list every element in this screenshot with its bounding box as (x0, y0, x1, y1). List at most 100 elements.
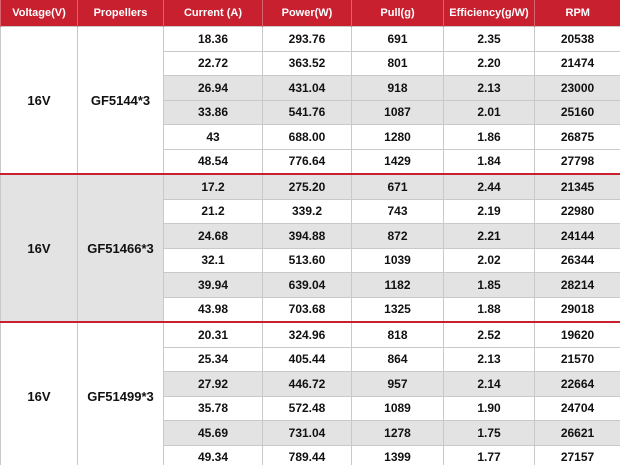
value-cell: 17.2 (163, 173, 263, 200)
value-cell: 2.19 (443, 198, 535, 224)
value-cell: 2.21 (443, 223, 535, 249)
value-cell: 394.88 (262, 223, 352, 249)
value-cell: 789.44 (262, 444, 352, 465)
voltage-cell: 16V (0, 321, 78, 465)
propeller-cell: GF51466*3 (77, 173, 164, 323)
value-cell: 26875 (534, 124, 620, 150)
value-cell: 2.01 (443, 99, 535, 125)
value-cell: 39.94 (163, 272, 263, 298)
value-cell: 26344 (534, 247, 620, 273)
data-row: 26.94 431.04 918 2.13 23000 (1, 75, 620, 101)
voltage-cell: 16V (0, 26, 78, 175)
propeller-cell: GF51499*3 (77, 321, 164, 465)
value-cell: 26621 (534, 420, 620, 446)
value-cell: 691 (351, 26, 444, 52)
value-cell: 24.68 (163, 223, 263, 249)
value-cell: 22980 (534, 198, 620, 224)
value-cell: 1039 (351, 247, 444, 273)
data-row: 16V GF51499*3 20.31 324.96 818 2.52 19620 (0, 321, 620, 465)
value-cell: 293.76 (262, 26, 352, 52)
value-cell: 25160 (534, 99, 620, 125)
value-cell: 1.88 (443, 296, 535, 323)
value-cell: 20.31 (163, 321, 263, 348)
header-row: Voltage(V) Propellers Current (A) Power(W) P… (0, 0, 620, 27)
value-cell: 35.78 (163, 395, 263, 421)
value-cell: 32.1 (163, 247, 263, 273)
value-cell: 1.86 (443, 124, 535, 150)
value-cell: 43.98 (163, 296, 263, 323)
value-cell: 2.14 (443, 371, 535, 397)
value-cell: 2.44 (443, 173, 535, 200)
value-cell: 1280 (351, 124, 444, 150)
data-row: 27.92 446.72 957 2.14 22664 (1, 371, 620, 397)
data-row: 33.86 541.76 1087 2.01 25160 (1, 99, 620, 125)
value-cell: 275.20 (262, 173, 352, 200)
value-cell: 33.86 (163, 99, 263, 125)
value-cell: 18.36 (163, 26, 263, 52)
value-cell: 21.2 (163, 198, 263, 224)
value-cell: 639.04 (262, 272, 352, 298)
value-cell: 864 (351, 346, 444, 372)
value-cell: 22.72 (163, 50, 263, 76)
value-cell: 1429 (351, 148, 444, 175)
value-cell: 572.48 (262, 395, 352, 421)
value-cell: 1.84 (443, 148, 535, 175)
data-row: 48.54 776.64 1429 1.84 27798 (1, 148, 620, 175)
data-row: 24.68 394.88 872 2.21 24144 (1, 223, 620, 249)
data-row: 43.98 703.68 1325 1.88 29018 (1, 296, 620, 323)
value-cell: 1089 (351, 395, 444, 421)
value-cell: 688.00 (262, 124, 352, 150)
value-cell: 2.13 (443, 75, 535, 101)
value-cell: 1.90 (443, 395, 535, 421)
value-cell: 23000 (534, 75, 620, 101)
column-header: Current (A) (163, 0, 263, 27)
value-cell: 1182 (351, 272, 444, 298)
value-cell: 818 (351, 321, 444, 348)
value-cell: 872 (351, 223, 444, 249)
value-cell: 1087 (351, 99, 444, 125)
data-row: 25.34 405.44 864 2.13 21570 (1, 346, 620, 372)
value-cell: 25.34 (163, 346, 263, 372)
value-cell: 731.04 (262, 420, 352, 446)
value-cell: 405.44 (262, 346, 352, 372)
column-header: Propellers (77, 0, 164, 27)
data-row: 22.72 363.52 801 2.20 21474 (1, 50, 620, 76)
value-cell: 27.92 (163, 371, 263, 397)
value-cell: 431.04 (262, 75, 352, 101)
value-cell: 671 (351, 173, 444, 200)
value-cell: 22664 (534, 371, 620, 397)
value-cell: 20538 (534, 26, 620, 52)
value-cell: 1.85 (443, 272, 535, 298)
value-cell: 19620 (534, 321, 620, 348)
data-row: 49.34 789.44 1399 1.77 27157 (1, 444, 620, 465)
value-cell: 541.76 (262, 99, 352, 125)
column-header: Voltage(V) (0, 0, 78, 27)
value-cell: 49.34 (163, 444, 263, 465)
data-row: 16V GF51466*3 17.2 275.20 671 2.44 21345 (0, 173, 620, 323)
value-cell: 801 (351, 50, 444, 76)
value-cell: 339.2 (262, 198, 352, 224)
data-row: 16V GF5144*3 18.36 293.76 691 2.35 20538 (0, 26, 620, 175)
value-cell: 27157 (534, 444, 620, 465)
propeller-cell: GF5144*3 (77, 26, 164, 175)
value-cell: 2.35 (443, 26, 535, 52)
value-cell: 918 (351, 75, 444, 101)
value-cell: 513.60 (262, 247, 352, 273)
value-cell: 1278 (351, 420, 444, 446)
value-cell: 26.94 (163, 75, 263, 101)
value-cell: 1.75 (443, 420, 535, 446)
voltage-cell: 16V (0, 173, 78, 323)
value-cell: 703.68 (262, 296, 352, 323)
value-cell: 48.54 (163, 148, 263, 175)
value-cell: 957 (351, 371, 444, 397)
value-cell: 446.72 (262, 371, 352, 397)
data-row: 35.78 572.48 1089 1.90 24704 (1, 395, 620, 421)
value-cell: 43 (163, 124, 263, 150)
value-cell: 324.96 (262, 321, 352, 348)
value-cell: 21474 (534, 50, 620, 76)
data-row: 39.94 639.04 1182 1.85 28214 (1, 272, 620, 298)
value-cell: 1399 (351, 444, 444, 465)
column-header: Pull(g) (351, 0, 444, 27)
value-cell: 24144 (534, 223, 620, 249)
